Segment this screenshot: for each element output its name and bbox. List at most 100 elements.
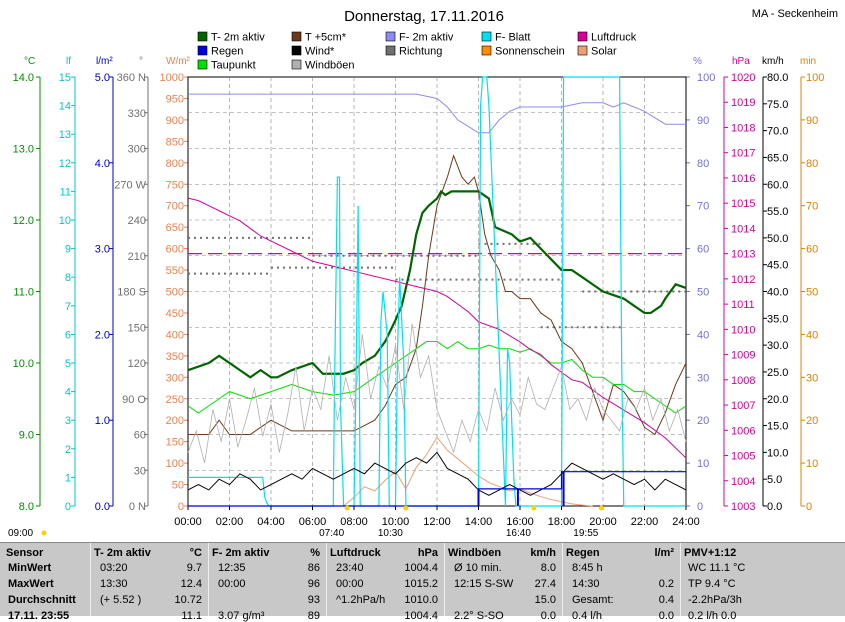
dir-tick-label: 120 — [128, 358, 146, 370]
min-tick-label: 50 — [806, 287, 818, 299]
hum-tick-label: 10 — [697, 458, 709, 470]
hum-tick-label: 20 — [697, 415, 709, 427]
lf-tick-label: 14 — [59, 101, 71, 113]
series-luftdruck-line — [187, 197, 687, 459]
table-column: Windböen km/h Ø 10 min. 8.0 12:15 S-SW 27.4 15… — [448, 543, 560, 622]
table-header-unit: km/h — [530, 547, 556, 559]
table-cell-value: TP 9.4 °C — [688, 578, 736, 590]
lf-tick-label: 10 — [59, 215, 71, 227]
dir-tick-label: 30 — [134, 465, 146, 477]
series-f-blatt-line — [188, 76, 686, 507]
lf-tick-label: 2 — [65, 444, 71, 456]
table-column: Luftdruck hPa 23:40 1004.4 00:00 1015.2 ^1.2hP… — [330, 543, 442, 622]
table-column: F- 2m aktiv% 12:35 86 00:00 96 93 3.07 g/m³ 89 — [212, 543, 324, 622]
hum-tick-label: 70 — [697, 201, 709, 213]
press-tick-label: 1015 — [731, 198, 755, 210]
legend-label: Regen — [211, 46, 243, 58]
x-tick-label: 06:00 — [299, 516, 327, 528]
wind-tick-label: 70.0 — [767, 126, 788, 138]
sun-marker-icon — [344, 505, 350, 511]
press-tick-label: 1016 — [731, 173, 755, 185]
temp-axis-unit: °C — [24, 56, 35, 67]
series-wind--line — [187, 451, 687, 496]
table-cell-value: 89 — [307, 610, 320, 622]
press-tick-label: 1010 — [731, 324, 755, 336]
lf-tick-label: 15 — [59, 72, 71, 84]
table-row-label: Durchschnitt — [8, 594, 76, 606]
table-column: T- 2m aktiv °C 03:20 9.7 13:30 12.4 (+ 5.52 ) 1… — [94, 543, 206, 622]
press-tick-label: 1019 — [731, 97, 755, 109]
rain-axis-unit: l/m² — [96, 56, 113, 67]
table-cell-label: 0.4 l/h — [572, 610, 602, 622]
station-name: MA - Seckenheim — [752, 8, 838, 20]
legend-swatch — [197, 45, 208, 56]
table-header-unit: hPa — [417, 547, 438, 559]
lf-axis-unit: lf — [66, 56, 71, 67]
hum-tick-label: 30 — [697, 372, 709, 384]
min-tick-label: 0 — [806, 501, 812, 513]
dir-tick-label: 90 O — [122, 394, 146, 406]
legend-label: Windböen — [305, 60, 355, 72]
press-tick-label: 1020 — [731, 72, 755, 84]
x-tick-label: 16:00 — [506, 516, 534, 528]
wind-tick-label: 15.0 — [767, 421, 788, 433]
table-cell-value: 8.0 — [540, 562, 556, 574]
wind-tick-label: 30.0 — [767, 340, 788, 352]
table-header: Windböen — [448, 547, 502, 559]
lf-tick-label: 6 — [65, 329, 71, 341]
min-tick-label: 70 — [806, 201, 818, 213]
table-cell-label: 3.07 g/m³ — [218, 610, 265, 622]
table-header: Luftdruck — [330, 547, 381, 559]
press-tick-label: 1004 — [731, 476, 755, 488]
table-cell-value: 93 — [307, 594, 320, 606]
legend-label: Solar — [591, 46, 617, 58]
table-separator — [208, 543, 209, 616]
hum-tick-label: 100 — [697, 72, 715, 84]
table-column: PMV+1:12 WC 11.1 °C TP 9.4 °C -2.2hPa/3h 0.2… — [684, 543, 839, 622]
table-cell-value: 9.7 — [186, 562, 202, 574]
min-tick-label: 60 — [806, 244, 818, 256]
legend: T- 2m aktiv T +5cm* F- 2m aktiv F- Blatt Luf… — [197, 31, 637, 72]
min-axis-unit: min — [800, 56, 816, 67]
table-cell-label: 13:30 — [100, 578, 128, 590]
rain-tick-label: 2.0 — [95, 329, 110, 341]
dir-tick-label: 60 — [134, 430, 146, 442]
table-cell-value: -2.2hPa/3h — [688, 594, 742, 606]
press-tick-label: 1009 — [731, 350, 755, 362]
series-t-2m-aktiv-line — [187, 189, 687, 379]
legend-swatch — [481, 31, 492, 42]
dir-tick-label: 180 S — [117, 287, 146, 299]
table-cell-value: 1004.4 — [404, 610, 438, 622]
min-tick-label: 30 — [806, 372, 818, 384]
x-tick-label: 02:00 — [216, 516, 244, 528]
legend-label: T- 2m aktiv — [211, 32, 265, 44]
lf-tick-label: 0 — [65, 501, 71, 513]
solar-tick-label: 200 — [166, 415, 184, 427]
legend-label: F- Blatt — [495, 32, 530, 44]
table-separator — [444, 543, 445, 616]
legend-swatch — [385, 31, 396, 42]
press-axis-unit: hPa — [732, 56, 750, 67]
hum-tick-label: 60 — [697, 244, 709, 256]
wind-tick-label: 5.0 — [767, 474, 782, 486]
press-tick-label: 1014 — [731, 223, 755, 235]
legend-swatch — [291, 59, 302, 70]
min-tick-label: 100 — [806, 72, 824, 84]
dir-tick-label: 270 W — [114, 179, 146, 191]
table-separator — [680, 543, 681, 616]
table-header-unit: °C — [189, 547, 202, 559]
statistics-table: Sensor MinWert MaxWert Durchschnitt 17.11. 2… — [0, 542, 845, 622]
hum-tick-label: 90 — [697, 115, 709, 127]
solar-tick-label: 750 — [166, 179, 184, 191]
table-cell-value: 10.72 — [174, 594, 202, 606]
legend-label: T +5cm* — [305, 32, 347, 44]
hum-tick-label: 50 — [697, 287, 709, 299]
table-cell-value: 86 — [307, 562, 320, 574]
weather-chart: Donnerstag, 17.11.2016 MA - Seckenheim T… — [8, 8, 838, 539]
table-cell-label: 00:00 — [218, 578, 246, 590]
wind-tick-label: 45.0 — [767, 260, 788, 272]
table-cell-label: 23:40 — [336, 562, 364, 574]
temp-tick-label: 10.0 — [13, 358, 34, 370]
press-tick-label: 1003 — [731, 501, 755, 513]
legend-swatch — [291, 31, 302, 42]
